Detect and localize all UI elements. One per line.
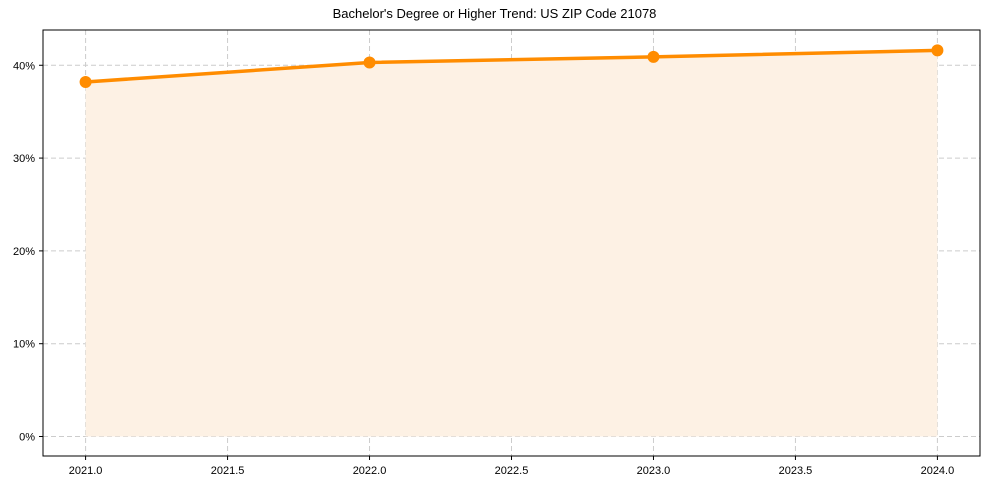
y-tick-label: 40% xyxy=(13,60,35,72)
y-axis: 0% 10% 20% 30% 40% xyxy=(13,60,43,444)
data-point-marker xyxy=(931,44,944,57)
area-fill xyxy=(85,50,938,437)
y-tick-label: 10% xyxy=(13,339,35,351)
x-tick-label: 2023.5 xyxy=(779,465,813,477)
x-tick-label: 2022.0 xyxy=(353,465,387,477)
y-tick-label: 20% xyxy=(13,246,35,258)
data-point-marker xyxy=(647,50,660,63)
data-point-marker xyxy=(79,75,92,88)
x-axis: 2021.0 2021.5 2022.0 2022.5 2023.0 2023.5 2024… xyxy=(69,456,954,477)
x-tick-label: 2023.0 xyxy=(637,465,671,477)
data-line xyxy=(85,48,938,84)
data-points xyxy=(79,44,944,88)
y-tick-label: 0% xyxy=(19,432,35,444)
y-tick-label: 30% xyxy=(13,153,35,165)
x-tick-label: 2021.0 xyxy=(69,465,103,477)
data-point-marker xyxy=(363,56,376,69)
x-tick-label: 2024.0 xyxy=(921,465,955,477)
x-tick-label: 2022.5 xyxy=(495,465,529,477)
chart-title: Bachelor's Degree or Higher Trend: US ZI… xyxy=(332,6,657,21)
x-tick-label: 2021.5 xyxy=(211,465,245,477)
